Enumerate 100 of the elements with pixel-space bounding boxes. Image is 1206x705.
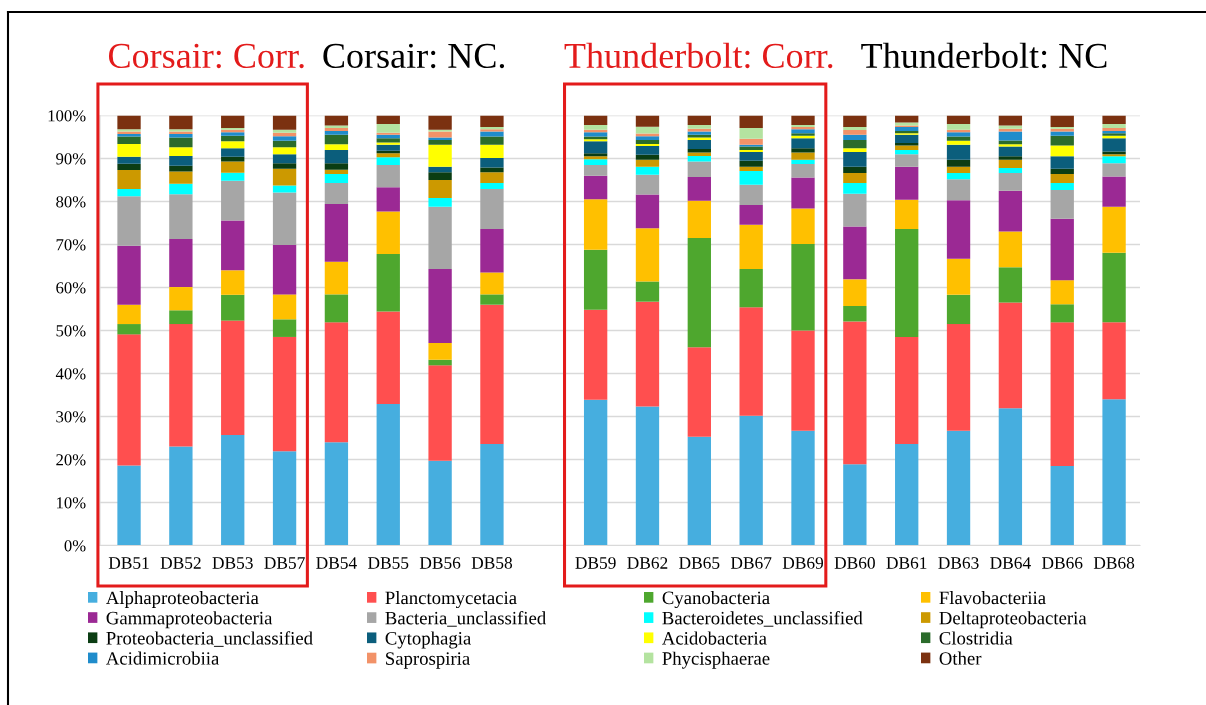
- bar: [428, 198, 452, 207]
- bar: [791, 164, 815, 178]
- bar: [998, 156, 1023, 160]
- y-tick-label: 30%: [56, 411, 86, 423]
- bar: [324, 130, 349, 135]
- bar: [221, 115, 245, 128]
- bar: [895, 134, 919, 144]
- legend-label: Bacteria_unclassified: [385, 611, 546, 627]
- y-tick-label: 40%: [55, 368, 86, 380]
- bar: [428, 166, 452, 173]
- bar: [272, 319, 297, 337]
- bar: [1050, 189, 1074, 219]
- legend-label: Clostridia: [939, 631, 1013, 645]
- bar: [687, 238, 711, 348]
- bar: [843, 134, 867, 141]
- bar: [117, 115, 141, 130]
- bar: [843, 166, 867, 174]
- text: Corsair: Corr.: [108, 43, 304, 69]
- bar: [1050, 131, 1074, 136]
- bar: [376, 142, 400, 145]
- bar: [324, 322, 349, 443]
- bar: [272, 192, 297, 245]
- bar: [946, 115, 971, 125]
- bar: [635, 281, 660, 302]
- bar: [1050, 168, 1074, 174]
- bar: [324, 115, 349, 126]
- bar: [1102, 138, 1126, 152]
- x-tick-label: DB69: [782, 557, 824, 569]
- bar: [583, 309, 608, 400]
- bar: [324, 169, 349, 174]
- x-tick-label: DB54: [316, 557, 357, 569]
- bar: [169, 171, 193, 184]
- bar: [635, 301, 660, 407]
- bar: [583, 115, 608, 125]
- bar: [791, 148, 815, 153]
- bar: [687, 347, 711, 437]
- bar: [117, 189, 141, 197]
- bar: [324, 442, 349, 546]
- bar: [583, 199, 608, 250]
- bar: [687, 155, 711, 162]
- x-tick-label: DB58: [471, 557, 513, 569]
- bar: [583, 132, 608, 137]
- bar: [221, 270, 245, 295]
- bar: [428, 269, 452, 343]
- bar: [895, 199, 919, 230]
- bar: [324, 134, 349, 145]
- bar: [895, 143, 919, 146]
- bar: [998, 408, 1023, 546]
- bar: [739, 224, 763, 270]
- bar: [583, 164, 608, 176]
- bar: [895, 166, 919, 200]
- bar: [635, 228, 660, 282]
- bar: [1102, 399, 1126, 546]
- bar: [739, 184, 763, 205]
- bar: [1050, 304, 1074, 323]
- legend-label: Other: [939, 651, 982, 665]
- y-tick-label: 90%: [56, 153, 86, 165]
- bar: [480, 229, 504, 273]
- bar: [480, 304, 504, 445]
- bar: [946, 200, 971, 259]
- bar: [998, 144, 1023, 147]
- bar: [687, 115, 711, 125]
- y-tick-label: 0%: [64, 540, 86, 552]
- bar: [791, 330, 815, 431]
- bar: [1050, 322, 1074, 466]
- bar: [791, 208, 815, 245]
- bar: [221, 180, 245, 221]
- bar: [428, 180, 452, 199]
- legend-label: Acidobacteria: [662, 631, 767, 645]
- bar: [583, 141, 608, 154]
- bar: [946, 324, 971, 431]
- text: Thunderbolt: Corr.: [564, 42, 833, 69]
- legend-label: Bacteroidetes_unclassified: [662, 611, 863, 627]
- bar: [843, 115, 867, 128]
- x-tick-label: DB53: [212, 557, 253, 569]
- bar: [1050, 465, 1074, 546]
- bar: [480, 294, 504, 305]
- bar: [946, 294, 971, 325]
- bar: [272, 163, 297, 169]
- bar: [428, 137, 452, 141]
- bar: [272, 336, 297, 452]
- bar: [480, 136, 504, 145]
- bar: [635, 174, 660, 195]
- bar: [117, 324, 141, 335]
- bar: [480, 272, 504, 295]
- bar: [376, 187, 400, 212]
- bar: [739, 170, 763, 185]
- bar: [376, 124, 400, 133]
- bar: [843, 183, 867, 194]
- bar: [687, 124, 711, 129]
- legend-label: Acidimicrobiia: [106, 651, 220, 665]
- bar: [946, 124, 971, 130]
- bar: [272, 147, 297, 155]
- bar: [376, 164, 400, 188]
- bar: [739, 415, 763, 546]
- bar: [272, 140, 297, 148]
- bar: [117, 245, 141, 305]
- bar: [635, 406, 660, 546]
- bar: [169, 446, 193, 546]
- legend-label: Alphaproteobacteria: [106, 591, 259, 608]
